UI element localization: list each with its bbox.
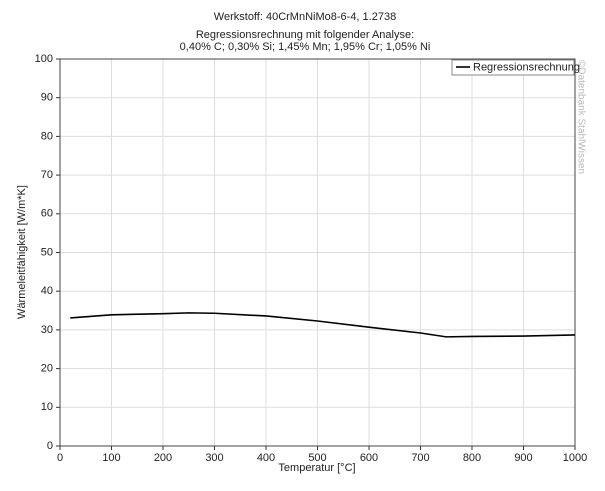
y-tick-label: 0 bbox=[47, 440, 53, 452]
chart-title: Werkstoff: 40CrMnNiMo8-6-4, 1.2738 bbox=[214, 11, 396, 23]
x-tick-label: 0 bbox=[57, 452, 63, 464]
x-tick-label: 500 bbox=[308, 452, 326, 464]
y-tick-label: 40 bbox=[41, 285, 53, 297]
legend-box bbox=[451, 59, 575, 76]
y-tick-label: 80 bbox=[41, 130, 53, 142]
x-tick-label: 700 bbox=[411, 452, 429, 464]
x-tick-label: 100 bbox=[102, 452, 120, 464]
chart-subtitle: Regressionsrechnung mit folgender Analys… bbox=[196, 29, 414, 41]
chart-subtitle: 0,40% C; 0,30% Si; 1,45% Mn; 1,95% Cr; 1… bbox=[180, 41, 431, 53]
x-axis-label: Temperatur [°C] bbox=[278, 462, 355, 474]
y-tick-label: 60 bbox=[41, 208, 53, 220]
plot-frame bbox=[59, 58, 576, 447]
y-tick-label: 20 bbox=[41, 363, 53, 375]
legend-label: Regressionsrechnung bbox=[473, 61, 580, 73]
watermark: ©Datenbank StahlWissen bbox=[575, 60, 586, 174]
y-tick-label: 50 bbox=[41, 246, 53, 258]
x-tick-label: 800 bbox=[463, 452, 481, 464]
x-tick-label: 400 bbox=[257, 452, 275, 464]
x-tick-label: 200 bbox=[154, 452, 172, 464]
data-line bbox=[70, 312, 576, 338]
y-tick-label: 100 bbox=[35, 53, 53, 65]
y-tick-label: 70 bbox=[41, 169, 53, 181]
y-tick-label: 90 bbox=[41, 92, 53, 104]
x-tick-label: 900 bbox=[514, 452, 532, 464]
y-tick-label: 30 bbox=[41, 324, 53, 336]
x-tick-label: 300 bbox=[205, 452, 223, 464]
x-tick-label: 1000 bbox=[563, 452, 587, 464]
y-tick-label: 10 bbox=[41, 401, 53, 413]
x-tick-label: 600 bbox=[360, 452, 378, 464]
y-axis-label: Wärmeleitfähigkeit [W/m*K] bbox=[16, 185, 28, 319]
